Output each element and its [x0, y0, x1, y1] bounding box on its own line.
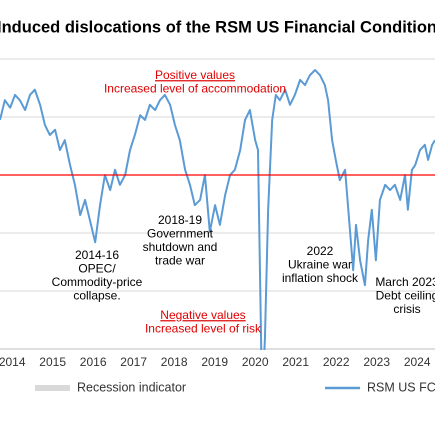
annotation: Positive values [155, 68, 235, 82]
annotation: collapse. [73, 289, 120, 303]
x-tick-label: 2023 [363, 355, 390, 369]
x-tick-label: 2016 [80, 355, 107, 369]
chart-title: Induced dislocations of the RSM US Finan… [0, 18, 435, 36]
annotation: Increased level of risk [145, 322, 262, 336]
x-tick-label: 2020 [242, 355, 269, 369]
x-tick-label: 2018 [161, 355, 188, 369]
annotation: Increased level of accommodation [104, 82, 286, 96]
annotation: crisis [393, 302, 420, 316]
annotation: 2014-16 [75, 248, 119, 262]
annotation: Negative values [160, 308, 245, 322]
x-tick-label: 2022 [323, 355, 350, 369]
annotation: shutdown and [143, 240, 218, 254]
annotation: Debt ceiling [376, 289, 435, 303]
legend-label: RSM US FCI [367, 380, 435, 394]
annotation: inflation shock [282, 271, 359, 285]
annotation: trade war [155, 254, 205, 268]
annotation: 2022 [307, 244, 334, 258]
data-line [0, 69, 435, 350]
x-tick-label: 2017 [120, 355, 147, 369]
x-tick-label: 2014 [0, 355, 26, 369]
annotation: 2018-19 [158, 213, 202, 227]
annotation: March 2023 [375, 275, 435, 289]
x-tick-label: 2015 [39, 355, 66, 369]
x-tick-label: 2019 [201, 355, 228, 369]
annotation: Commodity-price [52, 275, 143, 289]
annotation: OPEC/ [78, 262, 116, 276]
annotation: Ukraine war [288, 258, 352, 272]
x-tick-label: 2024 [404, 355, 431, 369]
x-tick-label: 2021 [282, 355, 309, 369]
annotation: Government [147, 227, 214, 241]
legend-label: Recession indicator [77, 380, 186, 394]
